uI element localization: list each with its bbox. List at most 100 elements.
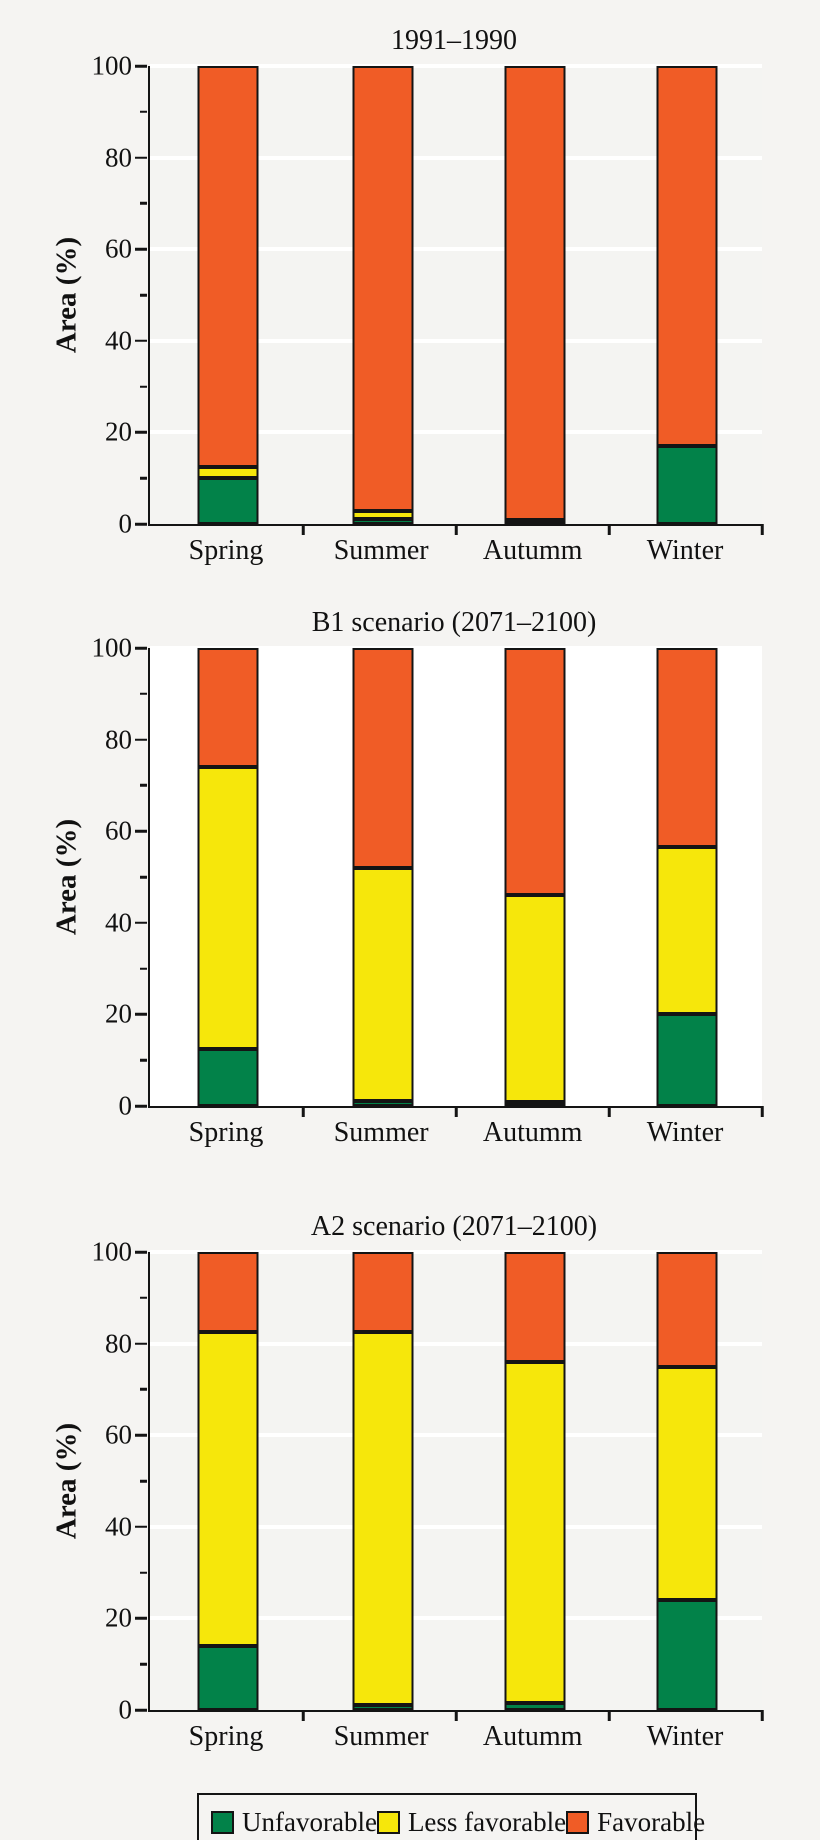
bar-autumm bbox=[504, 648, 566, 1106]
x-category-label: Spring bbox=[188, 535, 264, 566]
y-tick-minor bbox=[140, 692, 147, 696]
y-tick-label: 100 bbox=[91, 1236, 133, 1267]
segment-less-favorable bbox=[352, 511, 414, 519]
y-axis-label: Area (%) bbox=[50, 1422, 83, 1540]
y-tick-minor bbox=[140, 1388, 147, 1391]
x-axis-tick bbox=[760, 1106, 764, 1117]
gridline bbox=[150, 829, 762, 834]
y-tick-label: 20 bbox=[105, 1602, 132, 1633]
x-axis-tick bbox=[607, 524, 611, 535]
segment-unfavorable bbox=[656, 446, 718, 524]
gridline bbox=[150, 1433, 762, 1438]
x-axis-tick bbox=[301, 1106, 305, 1117]
bar-spring bbox=[197, 648, 259, 1106]
y-tick-label: 60 bbox=[105, 1419, 132, 1450]
y-tick-major bbox=[135, 1525, 147, 1529]
gridline bbox=[150, 64, 762, 68]
y-tick-label: 40 bbox=[105, 1511, 132, 1542]
x-category-label: Autumm bbox=[482, 1117, 583, 1148]
y-axis-label: Area (%) bbox=[50, 236, 83, 354]
legend-item-less-favorable: Less favorable bbox=[376, 1807, 566, 1837]
y-tick-minor bbox=[140, 1058, 147, 1062]
bar-winter bbox=[656, 66, 718, 524]
segment-favorable bbox=[197, 648, 259, 768]
x-axis-tick bbox=[454, 1710, 458, 1721]
y-tick-minor bbox=[140, 1571, 147, 1574]
legend-label-favorable: Favorable bbox=[597, 1807, 706, 1837]
segment-unfavorable bbox=[197, 478, 259, 524]
bar-summer bbox=[352, 1252, 414, 1710]
chart-title: A2 scenario (2071–2100) bbox=[310, 1211, 598, 1242]
x-axis-labels: Spring Summer Autumm Winter bbox=[148, 534, 760, 576]
x-axis-tick bbox=[760, 524, 764, 535]
y-tick-minor bbox=[140, 293, 147, 297]
segment-favorable bbox=[352, 66, 414, 512]
y-tick-minor bbox=[140, 1479, 147, 1483]
segment-less-favorable bbox=[197, 1332, 259, 1646]
bar-winter bbox=[656, 648, 718, 1106]
y-tick-label: 20 bbox=[105, 998, 132, 1029]
x-category-label: Autumm bbox=[482, 1721, 583, 1752]
segment-unfavorable bbox=[197, 1048, 259, 1106]
x-axis-labels: Spring Summer Autumm Winter bbox=[148, 1720, 760, 1762]
y-tick-minor bbox=[140, 385, 147, 388]
bar-autumm bbox=[504, 66, 566, 524]
plot-area: 0 20 40 60 80 100 bbox=[92, 634, 764, 1119]
x-category-label: Summer bbox=[333, 535, 429, 566]
legend-item-unfavorable: Unfavorable bbox=[211, 1807, 377, 1837]
y-tick-label: 40 bbox=[105, 325, 132, 356]
y-tick-major bbox=[135, 1013, 147, 1016]
y-tick-label: 0 bbox=[118, 1090, 133, 1121]
y-tick-label: 60 bbox=[105, 233, 132, 264]
y-tick-major bbox=[135, 1342, 147, 1345]
segment-favorable bbox=[352, 1252, 414, 1333]
segment-less-favorable bbox=[656, 1366, 718, 1601]
x-category-label: Autumm bbox=[482, 535, 583, 566]
chart-panel-b1-scenario: B1 scenario (2071–2100) B Area (%) 02040… bbox=[0, 600, 820, 1180]
y-tick-major bbox=[135, 1708, 147, 1712]
bar-summer bbox=[352, 66, 414, 524]
bar-summer bbox=[352, 648, 414, 1106]
y-tick-label: 20 bbox=[105, 416, 132, 447]
y-tick-label: 100 bbox=[91, 632, 133, 663]
y-tick-minor bbox=[140, 967, 147, 970]
x-category-label: Winter bbox=[646, 1721, 724, 1752]
y-tick-minor bbox=[140, 476, 147, 480]
bar-spring bbox=[197, 1252, 259, 1710]
plot-area: 0 20 40 60 80 100 bbox=[92, 1238, 764, 1723]
gridline bbox=[150, 737, 762, 742]
gridline bbox=[150, 646, 762, 650]
segment-unfavorable bbox=[197, 1645, 259, 1710]
segment-unfavorable bbox=[352, 518, 414, 524]
gridline bbox=[150, 920, 762, 925]
segment-favorable bbox=[656, 1252, 718, 1367]
segment-favorable bbox=[656, 648, 718, 848]
segment-favorable bbox=[656, 66, 718, 447]
segment-less-favorable bbox=[504, 895, 566, 1103]
y-tick-label: 100 bbox=[91, 50, 133, 81]
y-tick-minor bbox=[140, 1296, 147, 1300]
x-axis-tick bbox=[301, 1710, 305, 1721]
y-tick-major bbox=[135, 1617, 147, 1620]
segment-less-favorable bbox=[504, 1361, 566, 1704]
y-tick-label: 80 bbox=[105, 724, 132, 755]
y-tick-major bbox=[135, 646, 147, 650]
gridline bbox=[150, 338, 762, 343]
segment-favorable bbox=[197, 1252, 259, 1333]
gridline bbox=[150, 1616, 762, 1621]
y-tick-label: 80 bbox=[105, 1328, 132, 1359]
x-category-label: Spring bbox=[188, 1721, 264, 1752]
segment-less-favorable bbox=[656, 847, 718, 1015]
bar-spring bbox=[197, 66, 259, 524]
legend: Unfavorable Less favorable Favorable bbox=[197, 1793, 705, 1840]
y-tick-label: 40 bbox=[105, 907, 132, 938]
segment-less-favorable bbox=[197, 466, 259, 479]
gridline bbox=[150, 155, 762, 160]
x-axis-tick bbox=[607, 1106, 611, 1117]
x-category-label: Winter bbox=[646, 535, 724, 566]
segment-favorable bbox=[504, 648, 566, 896]
y-tick-major bbox=[135, 921, 147, 925]
y-tick-major bbox=[135, 1104, 147, 1108]
y-tick-minor bbox=[140, 110, 147, 114]
